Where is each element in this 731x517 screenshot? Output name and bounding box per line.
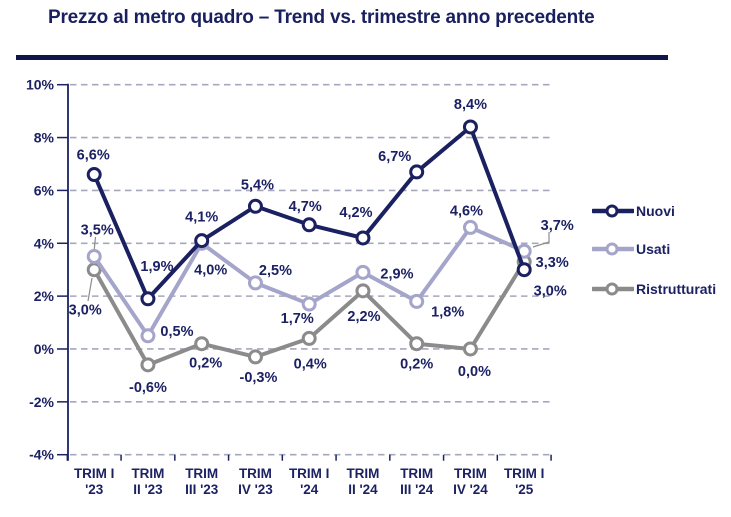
series-ristrutturati-marker: [194, 336, 210, 352]
data-label: 0,5%: [160, 324, 193, 340]
y-tick-label: -4%: [29, 447, 54, 463]
series-usati-marker: [462, 219, 478, 235]
legend-label: Nuovi: [636, 203, 675, 219]
legend-item-nuovi: Nuovi: [592, 200, 675, 222]
series-nuovi-marker: [355, 230, 371, 246]
legend-line-marker-icon: [592, 204, 634, 218]
legend-item-usati: Usati: [592, 238, 670, 260]
series-nuovi-marker: [301, 217, 317, 233]
series-nuovi-marker: [409, 164, 425, 180]
data-label: 4,1%: [185, 210, 218, 226]
series-usati-marker: [409, 293, 425, 309]
series-ristrutturati-marker: [247, 349, 263, 365]
label-leader-line: [532, 232, 550, 248]
data-label: 4,0%: [194, 262, 227, 278]
series-nuovi-marker: [247, 198, 263, 214]
data-label: 1,7%: [281, 311, 314, 327]
data-label: 0,2%: [400, 357, 433, 373]
y-tick-label: 4%: [34, 235, 55, 251]
y-tick-label: 8%: [34, 130, 55, 146]
y-tick-label: 6%: [34, 182, 55, 198]
series-usati-marker: [247, 275, 263, 291]
data-label: 0,4%: [294, 356, 327, 372]
data-label: 1,9%: [140, 259, 173, 275]
x-category-label: TRIM IV '23: [238, 466, 273, 497]
data-label: 5,4%: [241, 177, 274, 193]
x-category-label: TRIM I '23: [74, 466, 115, 497]
data-label: 4,6%: [450, 203, 483, 219]
data-label: 0,2%: [189, 356, 222, 372]
data-label: 6,6%: [77, 148, 110, 164]
data-label: 2,5%: [259, 263, 292, 279]
y-tick-label: 2%: [34, 288, 55, 304]
series-ristrutturati-marker: [140, 357, 156, 373]
legend-label: Ristrutturati: [636, 281, 717, 297]
series-ristrutturati-marker: [355, 283, 371, 299]
data-label: 1,8%: [431, 304, 464, 320]
page-title: Prezzo al metro quadro – Trend vs. trime…: [48, 7, 595, 28]
series-usati-marker: [301, 296, 317, 312]
x-category-label: TRIM IV '24: [453, 466, 488, 497]
x-category-label: TRIM III '23: [185, 466, 219, 497]
series-usati-marker: [140, 328, 156, 344]
data-label: 2,9%: [380, 266, 413, 282]
x-category-label: TRIM III '24: [400, 466, 434, 497]
y-tick-label: 10%: [26, 77, 55, 93]
data-label: 8,4%: [454, 97, 487, 113]
data-label: 3,0%: [534, 284, 567, 300]
data-label: 0,0%: [458, 364, 491, 380]
series-nuovi-marker: [140, 291, 156, 307]
data-label: -0,6%: [129, 380, 167, 396]
title-divider: [16, 55, 668, 60]
x-category-label: TRIM II '24: [346, 466, 379, 497]
series-usati-marker: [355, 264, 371, 280]
legend-label: Usati: [636, 241, 671, 257]
series-ristrutturati-marker: [301, 330, 317, 346]
legend-item-ristrutturati: Ristrutturati: [592, 278, 716, 300]
series-usati-marker: [86, 248, 102, 264]
data-label: -0,3%: [240, 370, 278, 386]
y-tick-label: 0%: [34, 341, 55, 357]
data-label: 3,0%: [69, 303, 102, 319]
series-nuovi-marker: [86, 167, 102, 183]
label-leader-line: [93, 236, 97, 250]
data-label: 3,3%: [536, 255, 569, 271]
series-nuovi-marker: [516, 262, 532, 278]
series-nuovi-marker: [194, 233, 210, 249]
data-label: 4,7%: [289, 199, 322, 215]
x-category-label: TRIM I '24: [289, 466, 330, 497]
legend-line-marker-icon: [592, 242, 634, 256]
data-label: 6,7%: [378, 149, 411, 165]
y-tick-label: -2%: [29, 394, 54, 410]
legend-line-marker-icon: [592, 282, 634, 296]
x-category-label: TRIM II '23: [131, 466, 164, 497]
x-category-label: TRIM I '25: [504, 466, 545, 497]
data-label: 3,7%: [541, 218, 574, 234]
series-ristrutturati-marker: [409, 336, 425, 352]
data-label: 3,5%: [81, 222, 114, 238]
label-leader-line: [87, 277, 93, 302]
series-ristrutturati-marker: [462, 341, 478, 357]
data-label: 4,2%: [339, 205, 372, 221]
data-label: 2,2%: [347, 309, 380, 325]
series-nuovi-marker: [462, 119, 478, 135]
